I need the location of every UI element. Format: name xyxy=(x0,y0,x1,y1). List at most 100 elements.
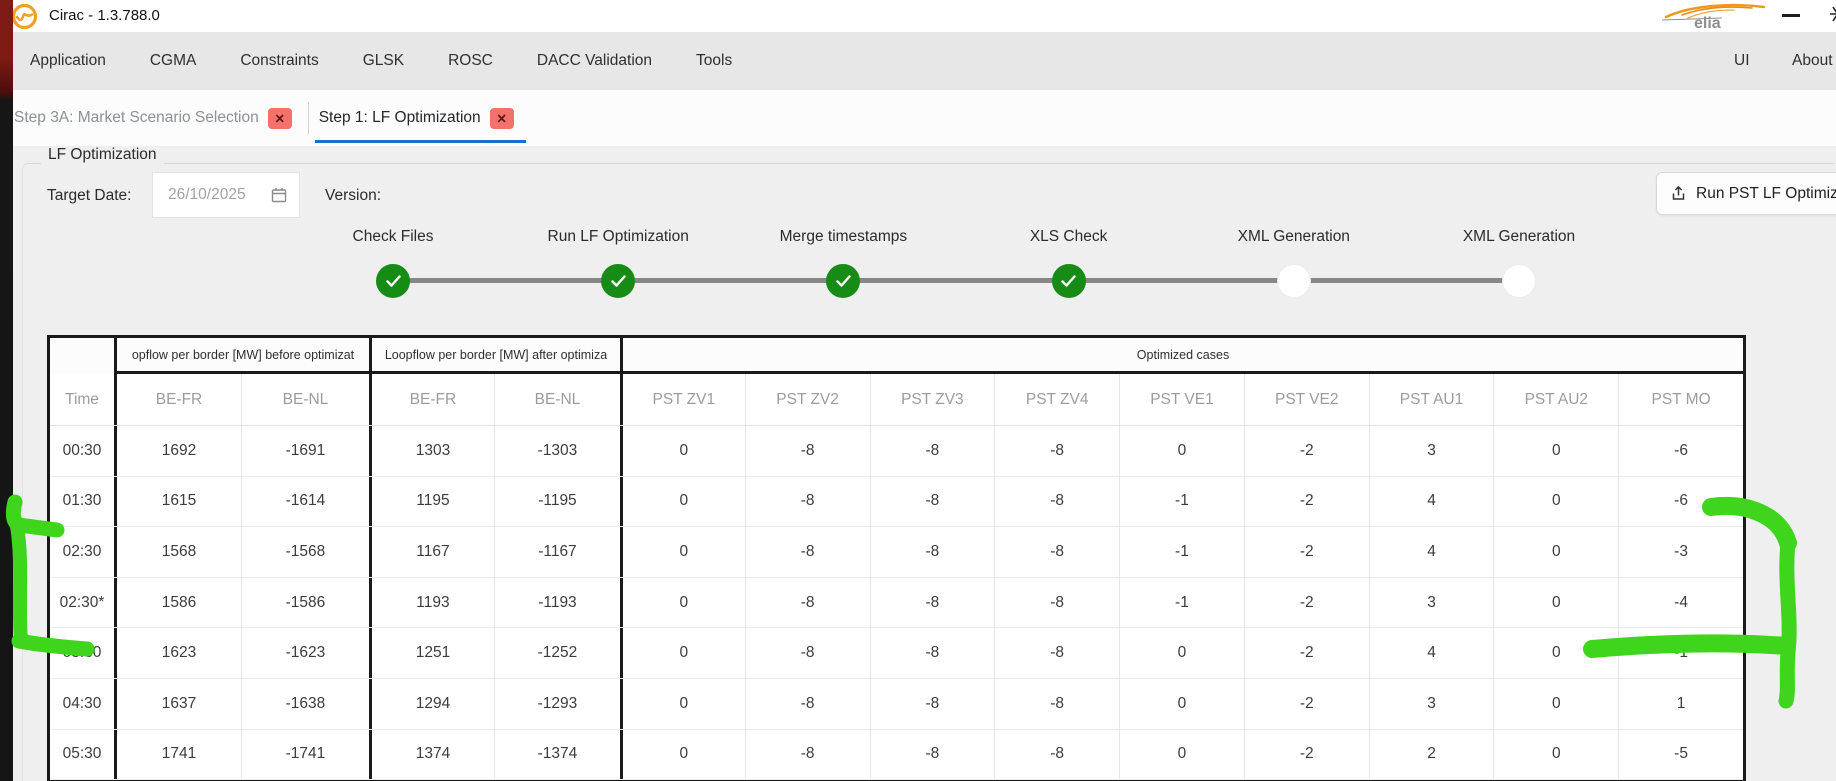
column-header-pst-mo-13: PST MO xyxy=(1618,374,1743,425)
column-header-be-fr-3: BE-FR xyxy=(368,374,494,425)
tab-divider xyxy=(307,102,309,134)
minimize-button[interactable] xyxy=(1782,14,1800,17)
value-cell: -2 xyxy=(1243,476,1369,527)
cirac-logo-icon xyxy=(11,3,38,35)
value-cell: -2 xyxy=(1243,678,1369,729)
value-cell: 1623 xyxy=(114,628,241,678)
value-cell: 3 xyxy=(1368,577,1494,628)
lf-optimization-groupbox xyxy=(22,163,1835,781)
column-header-pst-zv2-6: PST ZV2 xyxy=(744,374,870,425)
menu-item-cgma[interactable]: CGMA xyxy=(149,52,197,69)
column-header-be-fr-1: BE-FR xyxy=(114,374,241,425)
value-cell: 1568 xyxy=(114,527,241,577)
value-cell: -1 xyxy=(1618,628,1743,678)
group-header-1: opflow per border [MW] before optimizat xyxy=(114,338,369,374)
step-label: XML Generation xyxy=(1237,228,1350,245)
value-cell: -1586 xyxy=(240,577,369,628)
value-cell: 0 xyxy=(1493,678,1618,729)
value-cell: -1614 xyxy=(240,476,369,527)
value-cell: -1195 xyxy=(493,476,620,527)
value-cell: 0 xyxy=(619,426,745,476)
target-date-input[interactable]: 26/10/2025 xyxy=(152,172,300,218)
table-column-header-row: Time BE-FR BE-NL BE-FR BE-NL PST ZV1 PST ZV2 PS… xyxy=(50,374,1743,426)
menu-item-constraints[interactable]: Constraints xyxy=(240,52,319,69)
step-done-check-icon xyxy=(376,264,410,298)
calendar-icon[interactable] xyxy=(270,186,288,204)
value-cell: 1637 xyxy=(114,678,241,729)
value-cell: -1374 xyxy=(493,729,620,780)
progress-stepper: Check Files Run LF Optimization Merge time… xyxy=(0,228,1836,308)
tab-step-3a-market-scenario-selection[interactable]: Step 3A: Market Scenario Selection ✕ xyxy=(14,90,304,146)
column-header-pst-au1-11: PST AU1 xyxy=(1368,374,1494,425)
time-cell: 00:30 xyxy=(62,441,102,459)
value-cell: 1193 xyxy=(368,577,494,628)
value-cell: -8 xyxy=(744,577,870,628)
step-xml-generation-4: XML Generation xyxy=(1204,228,1384,298)
value-cell: -8 xyxy=(994,628,1119,678)
tab-label: Step 3A: Market Scenario Selection xyxy=(14,109,259,126)
menu-item-dacc-validation[interactable]: DACC Validation xyxy=(536,52,653,69)
step-run-lf-optimization-1: Run LF Optimization xyxy=(528,228,708,298)
value-cell: -1193 xyxy=(493,577,620,628)
value-cell: 1692 xyxy=(114,426,241,476)
target-date-value: 26/10/2025 xyxy=(168,186,246,203)
value-cell: -8 xyxy=(744,678,870,729)
group-header-empty xyxy=(50,338,114,374)
column-header-pst-au2-12: PST AU2 xyxy=(1493,374,1618,425)
value-cell: -8 xyxy=(744,426,870,476)
step-check-files-0: Check Files xyxy=(303,228,483,298)
menu-item-tools[interactable]: Tools xyxy=(696,52,733,69)
tab-bar: Step 3A: Market Scenario Selection ✕ Step … xyxy=(0,90,1836,146)
window-titlebar: Cirac - 1.3.788.0 elia xyxy=(0,0,1836,32)
value-cell: 4 xyxy=(1368,527,1494,577)
step-label: Run LF Optimization xyxy=(547,228,689,245)
value-cell: 2 xyxy=(1368,729,1494,780)
time-cell: 05:30 xyxy=(62,745,102,763)
step-label: Merge timestamps xyxy=(779,228,908,245)
table-row-04-30: 04:30 1637 -1638 1294 -1293 0 -8 -8 -8 0 -2 3 0 1 xyxy=(50,678,1743,730)
tab-close-button[interactable]: ✕ xyxy=(489,107,514,129)
step-label: XLS Check xyxy=(1029,228,1108,245)
window-control-partial-icon xyxy=(1828,4,1836,29)
value-cell: -1691 xyxy=(240,426,369,476)
column-header-pst-zv1-5: PST ZV1 xyxy=(619,374,745,425)
tab-step-1-lf-optimization[interactable]: Step 1: LF Optimization ✕ xyxy=(314,90,526,146)
value-cell: 0 xyxy=(619,527,745,577)
value-cell: 1195 xyxy=(368,476,494,527)
value-cell: -1252 xyxy=(493,628,620,678)
value-cell: 3 xyxy=(1368,426,1494,476)
value-cell: 4 xyxy=(1368,476,1494,527)
value-cell: -1303 xyxy=(493,426,620,476)
svg-text:elia: elia xyxy=(1694,15,1721,31)
tab-close-button[interactable]: ✕ xyxy=(267,107,292,129)
time-cell: 02:30 xyxy=(62,542,102,560)
menu-item-rosc[interactable]: ROSC xyxy=(448,52,493,69)
menu-item-glsk[interactable]: GLSK xyxy=(362,52,405,69)
value-cell: -2 xyxy=(1243,729,1369,780)
menu-item-about[interactable]: About xyxy=(1792,52,1833,69)
run-pst-lf-optimization-button[interactable]: Run PST LF Optimiz xyxy=(1656,172,1836,215)
table-row-02-30: 02:30 1568 -1568 1167 -1167 0 -8 -8 -8 -1 -2 4 0 -3 xyxy=(50,527,1743,578)
groupbox-legend: LF Optimization xyxy=(41,146,164,164)
value-cell: -2 xyxy=(1243,527,1369,577)
column-header-pst-ve2-10: PST VE2 xyxy=(1243,374,1369,425)
value-cell: -8 xyxy=(869,729,995,780)
step-done-check-icon xyxy=(826,264,861,298)
value-cell: -2 xyxy=(1243,577,1369,628)
time-cell: 02:30* xyxy=(59,593,105,611)
menu-item-application[interactable]: Application xyxy=(30,52,106,69)
value-cell: 0 xyxy=(1119,678,1244,729)
value-cell: -6 xyxy=(1618,476,1743,527)
menu-item-ui[interactable]: UI xyxy=(1734,52,1750,69)
value-cell: 0 xyxy=(619,577,745,628)
value-cell: 0 xyxy=(1493,729,1618,780)
value-cell: 3 xyxy=(1368,678,1494,729)
value-cell: -8 xyxy=(994,527,1119,577)
stepper-connector-line xyxy=(393,278,1519,283)
column-header-pst-ve1-9: PST VE1 xyxy=(1119,374,1244,425)
screen-edge-strip xyxy=(0,0,13,781)
value-cell: -8 xyxy=(869,628,995,678)
column-header-pst-zv3-7: PST ZV3 xyxy=(869,374,995,425)
value-cell: -1638 xyxy=(240,678,369,729)
step-label: Check Files xyxy=(352,228,434,245)
